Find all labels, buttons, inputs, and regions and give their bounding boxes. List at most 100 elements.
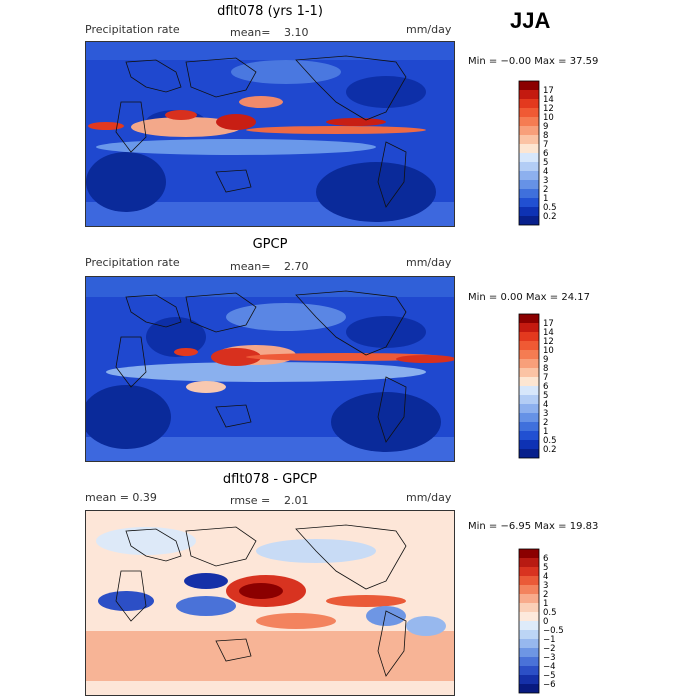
colorbar-swatch: [519, 144, 539, 153]
colorbar-tick-label: 0.2: [543, 445, 557, 455]
panel-2-variable-label: Precipitation rate: [85, 256, 180, 269]
season-label: JJA: [510, 8, 551, 33]
colorbar-tick-label: 6: [543, 149, 548, 159]
colorbar-tick-label: 3: [543, 176, 548, 186]
colorbar-swatch: [519, 567, 539, 576]
colorbar-swatch: [519, 341, 539, 350]
panel-3-rmse-value: 2.01: [284, 494, 309, 507]
colorbar-tick-label: 0.5: [543, 203, 557, 213]
colorbar-swatch: [519, 440, 539, 449]
colorbar-swatch: [519, 216, 539, 225]
colorbar-swatch: [519, 162, 539, 171]
panel-2-mean-value: 2.70: [284, 260, 309, 273]
colorbar-swatch: [519, 368, 539, 377]
colorbar-swatch: [519, 171, 539, 180]
colorbar-swatch: [519, 359, 539, 368]
panel-2-colorbar: 17 14 12 10 9 8 7 6 5 4 3 2 1 0.5 0.2: [518, 313, 588, 459]
panel-2-title: GPCP: [252, 237, 288, 252]
panel-3-mean-label: mean = 0.39: [85, 491, 157, 504]
colorbar-tick-label: 3: [543, 409, 548, 419]
colorbar-swatch: [519, 117, 539, 126]
panel-3-units: mm/day: [406, 491, 452, 504]
panel-3-colorbar: 6 5 4 3 2 1 0.5 0 −0.5 −1 −2 −3 −4 −5 −6: [518, 548, 588, 694]
colorbar-frame: [518, 548, 540, 694]
colorbar-swatch: [519, 81, 539, 90]
colorbar-tick-label: 6: [543, 382, 548, 392]
colorbar-swatch: [519, 314, 539, 323]
colorbar-tick-label: 2: [543, 185, 548, 195]
colorbar-swatch: [519, 621, 539, 630]
colorbar-tick-label: 0: [543, 617, 548, 627]
panel-2-units: mm/day: [406, 256, 452, 269]
colorbar-swatch: [519, 612, 539, 621]
colorbar-tick-label: 6: [543, 554, 548, 564]
colorbar-swatch: [519, 413, 539, 422]
colorbar-tick-label: 17: [543, 319, 554, 329]
panel-2-map: [85, 276, 455, 462]
panel-1-minmax: Min = −0.00 Max = 37.59: [468, 56, 599, 67]
panel-3-map: [85, 510, 455, 696]
colorbar-swatch: [519, 332, 539, 341]
colorbar-tick-label: −5: [543, 671, 556, 681]
colorbar-tick-label: 10: [543, 346, 554, 356]
colorbar-tick-label: 4: [543, 572, 548, 582]
colorbar-tick-label: 5: [543, 391, 548, 401]
colorbar-tick-label: −3: [543, 653, 556, 663]
colorbar-swatch: [519, 639, 539, 648]
colorbar-swatch: [519, 90, 539, 99]
colorbar-tick-label: 9: [543, 122, 548, 132]
colorbar-tick-label: −6: [543, 680, 556, 690]
colorbar-swatch: [519, 350, 539, 359]
colorbar-swatch: [519, 99, 539, 108]
panel-1-map: [85, 41, 455, 227]
colorbar-tick-label: 7: [543, 140, 548, 150]
colorbar-swatch: [519, 666, 539, 675]
colorbar-tick-label: 2: [543, 418, 548, 428]
panel-1-title: dflt078 (yrs 1-1): [217, 4, 323, 19]
colorbar-swatch: [519, 684, 539, 693]
colorbar-tick-label: 1: [543, 427, 548, 437]
panel-2-minmax: Min = 0.00 Max = 24.17: [468, 292, 590, 303]
colorbar-swatch: [519, 675, 539, 684]
panel-1-colorbar: 17 14 12 10 9 8 7 6 5 4 3 2 1 0.5 0.2: [518, 80, 588, 226]
colorbar-swatch: [519, 431, 539, 440]
colorbar-swatch: [519, 594, 539, 603]
panel-1-mean-value: 3.10: [284, 26, 309, 39]
colorbar-swatch: [519, 189, 539, 198]
colorbar-swatch: [519, 135, 539, 144]
colorbar-tick-label: 7: [543, 373, 548, 383]
colorbar-swatch: [519, 207, 539, 216]
colorbar-swatch: [519, 585, 539, 594]
colorbar-frame: [518, 313, 540, 459]
colorbar-tick-label: 3: [543, 581, 548, 591]
colorbar-swatch: [519, 323, 539, 332]
colorbar-tick-label: −2: [543, 644, 556, 654]
colorbar-tick-label: 4: [543, 400, 548, 410]
colorbar-tick-label: 1: [543, 599, 548, 609]
colorbar-swatch: [519, 558, 539, 567]
colorbar-tick-label: 4: [543, 167, 548, 177]
colorbar-swatch: [519, 198, 539, 207]
colorbar-tick-label: 9: [543, 355, 548, 365]
colorbar-swatch: [519, 549, 539, 558]
colorbar-tick-label: −4: [543, 662, 556, 672]
colorbar-tick-label: 1: [543, 194, 548, 204]
colorbar-tick-label: 0.5: [543, 436, 557, 446]
colorbar-tick-label: 8: [543, 131, 548, 141]
colorbar-swatch: [519, 377, 539, 386]
panel-1-variable-label: Precipitation rate: [85, 23, 180, 36]
colorbar-tick-label: 8: [543, 364, 548, 374]
colorbar-swatch: [519, 657, 539, 666]
colorbar-swatch: [519, 576, 539, 585]
panel-1-units: mm/day: [406, 23, 452, 36]
panel-3-title: dflt078 - GPCP: [222, 472, 318, 487]
colorbar-tick-label: 10: [543, 113, 554, 123]
colorbar-tick-label: 14: [543, 328, 554, 338]
colorbar-swatch: [519, 630, 539, 639]
colorbar-swatch: [519, 422, 539, 431]
colorbar-tick-label: 0.2: [543, 212, 557, 222]
colorbar-swatch: [519, 449, 539, 458]
colorbar-swatch: [519, 386, 539, 395]
colorbar-tick-label: 2: [543, 590, 548, 600]
colorbar-swatch: [519, 648, 539, 657]
